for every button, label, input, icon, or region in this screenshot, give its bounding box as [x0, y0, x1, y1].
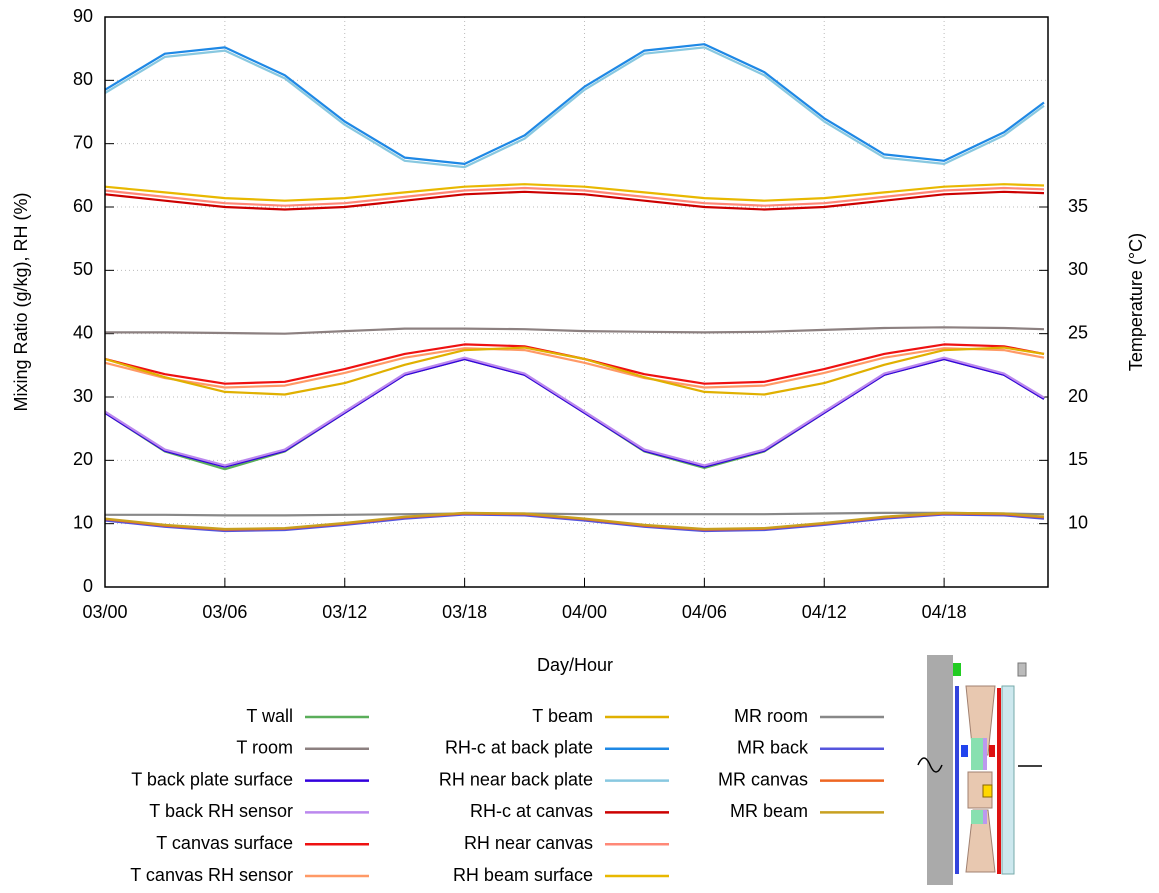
legend-label: RH near back plate: [439, 769, 593, 789]
legend-label: T back plate surface: [131, 769, 293, 789]
series-line: [104, 357, 1045, 471]
series-line: [105, 511, 1045, 517]
y-tick-label: 90: [73, 6, 93, 26]
series-line: [104, 513, 1045, 533]
x-tick-label: 04/18: [922, 602, 967, 622]
x-tick-label: 03/18: [442, 602, 487, 622]
legend-label: RH-c at canvas: [470, 801, 593, 821]
x-tick-label: 03/00: [82, 602, 127, 622]
series-line: [104, 357, 1045, 468]
x-tick-label: 04/00: [562, 602, 607, 622]
y-tick-label: 30: [73, 386, 93, 406]
series-line: [104, 43, 1045, 165]
x-axis-label: Day/Hour: [537, 655, 613, 675]
legend-label: MR canvas: [718, 769, 808, 789]
y2-tick-label: 15: [1068, 449, 1088, 469]
x-tick-label: 04/06: [682, 602, 727, 622]
y-tick-label: 20: [73, 449, 93, 469]
series-line: [104, 186, 1045, 207]
legend-label: RH beam surface: [453, 865, 593, 885]
y2-tick-label: 25: [1068, 322, 1088, 342]
plot-frame: [104, 16, 1049, 588]
legend-label: MR beam: [730, 801, 808, 821]
y2-tick-label: 10: [1068, 512, 1088, 532]
legend-label: MR room: [734, 706, 808, 726]
y-axis-label: Mixing Ratio (g/kg), RH (%): [11, 192, 31, 411]
y-tick-label: 80: [73, 69, 93, 89]
legend-label: MR back: [737, 738, 809, 758]
legend-label: T canvas surface: [156, 833, 293, 853]
y-tick-label: 0: [83, 576, 93, 596]
legend-label: T wall: [246, 706, 293, 726]
series-line: [104, 347, 1045, 389]
y-tick-label: 10: [73, 512, 93, 532]
schematic: [917, 655, 1042, 885]
series-line: [104, 356, 1045, 467]
series-line: [104, 343, 1045, 385]
y2-tick-label: 35: [1068, 196, 1088, 216]
legend-label: T back RH sensor: [149, 801, 293, 821]
series-line: [105, 326, 1045, 335]
y2-tick-label: 20: [1068, 386, 1088, 406]
legend-label: T canvas RH sensor: [130, 865, 293, 885]
y-tick-label: 60: [73, 196, 93, 216]
y-tick-label: 40: [73, 322, 93, 342]
y2-axis-label: Temperature (°C): [1126, 233, 1146, 371]
series-line: [104, 346, 1045, 396]
legend-label: T beam: [532, 706, 593, 726]
y2-tick-label: 30: [1068, 259, 1088, 279]
y-tick-label: 70: [73, 132, 93, 152]
series-line: [104, 190, 1045, 211]
series-line: [104, 511, 1045, 531]
series-line: [104, 46, 1045, 169]
legend-label: RH-c at back plate: [445, 738, 593, 758]
x-tick-label: 04/12: [802, 602, 847, 622]
legend-label: T room: [236, 738, 293, 758]
y-tick-label: 50: [73, 259, 93, 279]
legend-label: RH near canvas: [464, 833, 593, 853]
x-tick-label: 03/12: [322, 602, 367, 622]
x-tick-label: 03/06: [202, 602, 247, 622]
series-line: [104, 183, 1045, 202]
